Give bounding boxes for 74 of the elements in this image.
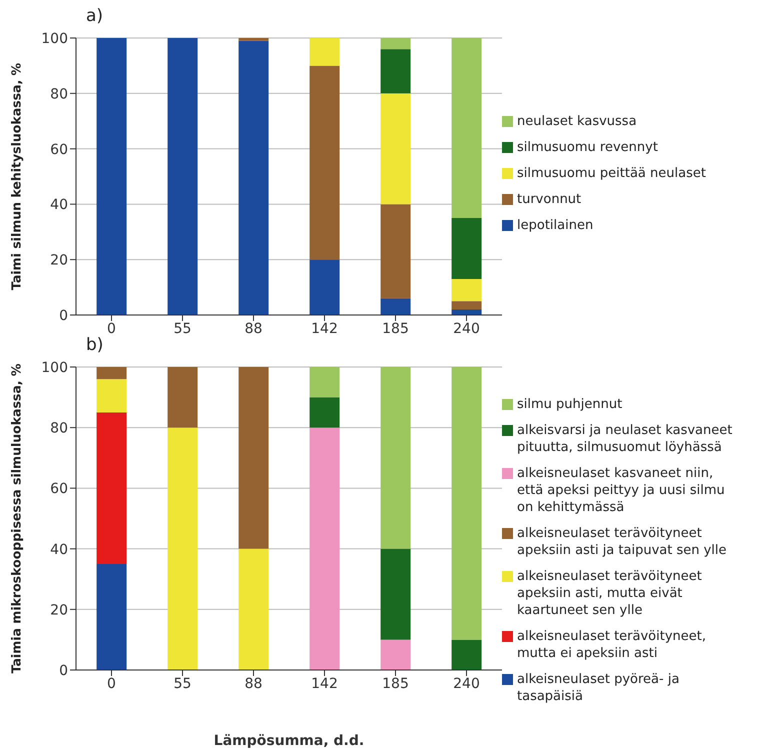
bar: [238, 38, 269, 41]
y-tick-label: 0: [59, 662, 68, 679]
bar: [96, 412, 127, 564]
bar: [310, 66, 340, 260]
bar: [452, 309, 482, 315]
legend-label: alkeisneulaset terävöityneet apeksiin asti, mutta eivät kaartuneet sen ylle: [517, 568, 703, 619]
bar: [238, 548, 269, 670]
legend-label: turvonnut: [517, 190, 582, 208]
legend-label: alkeisneulaset pyöreä- ja tasapäisiä: [517, 671, 680, 705]
y-axis-title: Taimia mikroskooppisessa silmuluokassa, %: [8, 363, 24, 674]
x-tick-label: 88: [244, 320, 262, 337]
y-tick-label: 60: [50, 481, 68, 498]
bar: [380, 640, 411, 670]
bar: [310, 38, 340, 66]
x-tick-label: 240: [453, 320, 480, 337]
x-tick-label: 55: [174, 676, 192, 692]
y-axis-title: Taimi silmun kehitysluokassa, %: [8, 62, 24, 290]
x-tick-label: 88: [244, 676, 262, 692]
x-tick-label: 240: [453, 676, 480, 692]
y-tick-label: 80: [50, 420, 68, 437]
x-tick-label: 185: [382, 320, 409, 337]
bar: [380, 548, 411, 640]
bar: [310, 397, 340, 428]
y-tick-label: 100: [41, 360, 68, 376]
x-tick-label: 55: [174, 320, 192, 337]
legend-label: alkeisvarsi ja neulaset kasvaneet pituutta, silmusuomut löyhässä: [517, 422, 734, 456]
bar: [380, 298, 411, 315]
bar: [310, 367, 340, 398]
legend-label: alkeisneulaset terävöityneet apeksiin asti ja taipuvat sen ylle: [517, 525, 728, 559]
legend-label: silmu puhjennut: [517, 396, 622, 413]
bar: [380, 93, 411, 204]
bar: [452, 278, 482, 302]
x-tick-label: 0: [107, 320, 116, 337]
bar: [452, 367, 482, 640]
y-tick-label: 100: [41, 30, 68, 47]
bar: [96, 367, 127, 380]
bar: [380, 367, 411, 549]
bar: [96, 38, 127, 315]
x-tick-label: 142: [311, 320, 338, 337]
bar: [168, 38, 198, 315]
y-tick-label: 20: [50, 602, 68, 618]
legend-label: lepotilainen: [517, 216, 594, 234]
chart-title: b): [86, 335, 104, 355]
y-tick-label: 40: [50, 542, 68, 558]
bar: [452, 218, 482, 279]
bar: [452, 301, 482, 310]
y-tick-label: 40: [50, 197, 68, 214]
y-tick-label: 80: [50, 86, 68, 102]
legend-label: silmusuomu revennyt: [517, 138, 658, 156]
y-tick-label: 20: [50, 252, 68, 269]
bar: [380, 49, 411, 94]
y-tick-label: 0: [59, 308, 68, 324]
legend-label: silmusuomu peittää neulaset: [517, 164, 706, 182]
bar: [96, 379, 127, 412]
legend-label: alkeisneulaset terävöityneet, mutta ei apeksiin asti: [517, 628, 708, 662]
bar: [168, 367, 198, 428]
bar: [168, 428, 198, 670]
bar: [452, 640, 482, 670]
bar: [380, 38, 411, 50]
bar: [380, 204, 411, 298]
bar: [238, 40, 269, 315]
x-tick-label: 185: [382, 676, 409, 692]
bar: [96, 564, 127, 670]
bar: [452, 38, 482, 218]
x-tick-label: 0: [107, 676, 116, 692]
y-tick-label: 60: [50, 142, 68, 158]
x-axis-title: Lämpösumma, d.d.: [214, 733, 364, 749]
bar: [310, 428, 340, 670]
legend-label: neulaset kasvussa: [517, 112, 637, 130]
x-tick-label: 142: [311, 676, 338, 692]
chart-title: a): [86, 6, 104, 26]
legend-label: alkeisneulaset kasvaneet niin, että apeksi peittyy ja uusi silmu on kehittymässä: [517, 465, 726, 516]
bar: [310, 260, 340, 315]
bar: [238, 367, 269, 549]
